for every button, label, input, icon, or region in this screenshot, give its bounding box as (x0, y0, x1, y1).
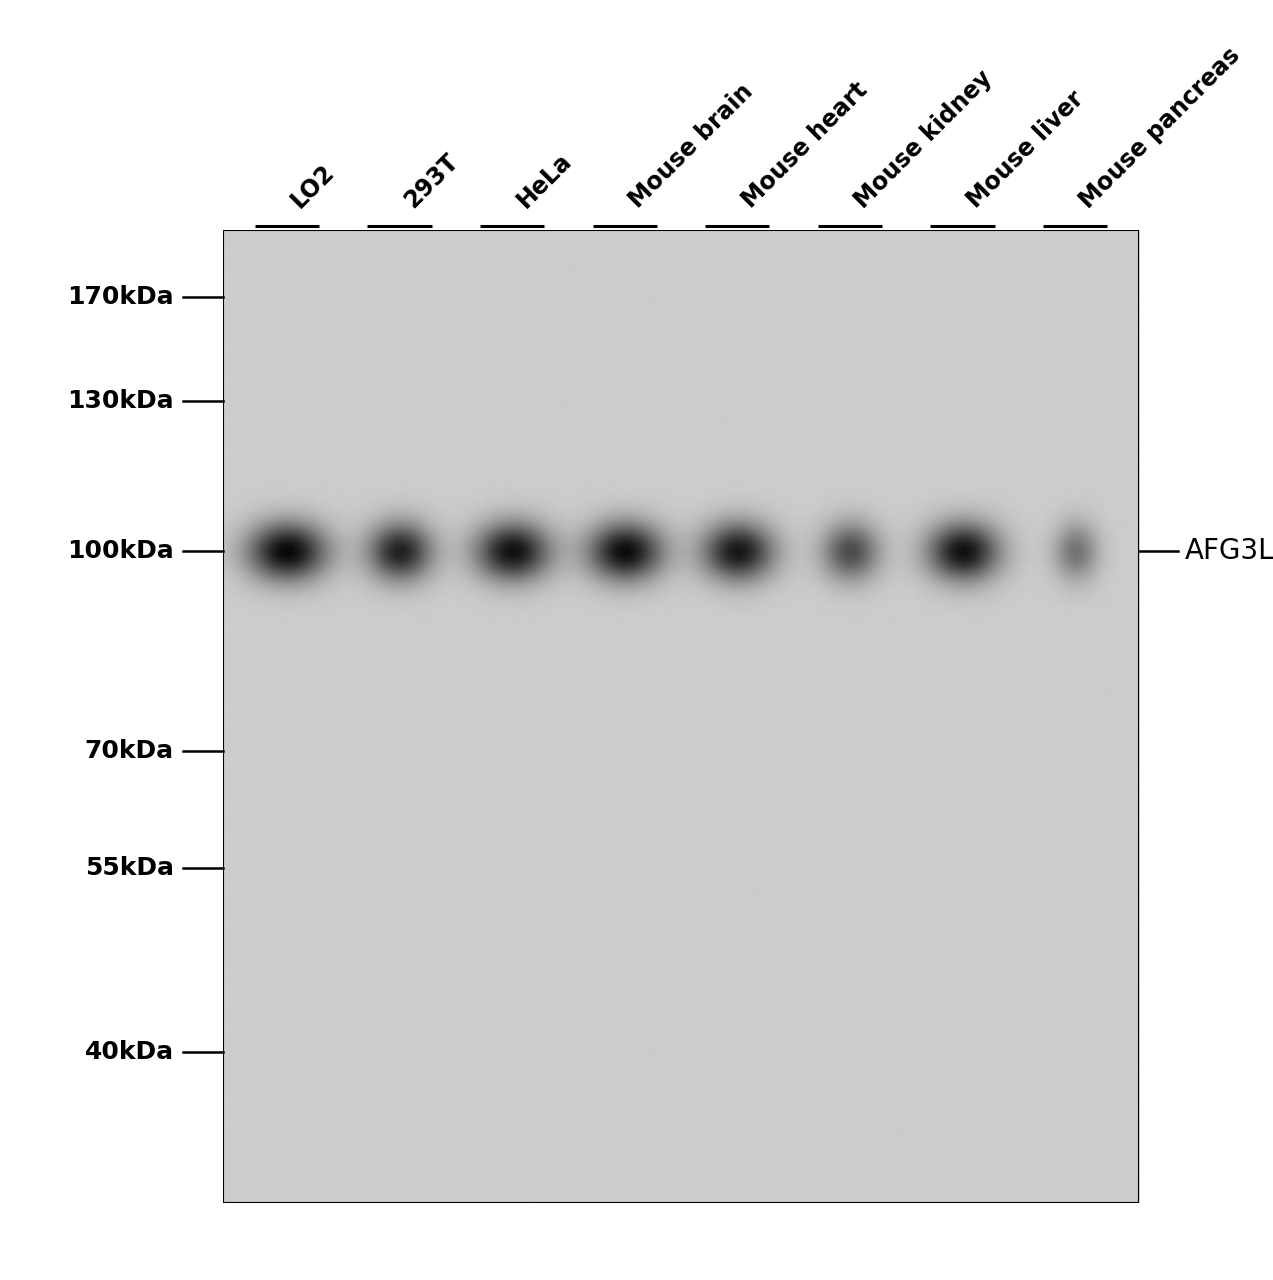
Text: HeLa: HeLa (512, 148, 577, 212)
Text: AFG3L2: AFG3L2 (1185, 538, 1273, 566)
Text: Mouse kidney: Mouse kidney (850, 67, 997, 212)
Text: 293T: 293T (400, 150, 463, 212)
Text: 40kDa: 40kDa (84, 1041, 173, 1065)
Text: LO2: LO2 (286, 160, 340, 212)
Text: Mouse brain: Mouse brain (625, 79, 757, 212)
Text: Mouse heart: Mouse heart (737, 78, 872, 212)
Text: Mouse pancreas: Mouse pancreas (1076, 44, 1245, 212)
Text: 130kDa: 130kDa (67, 389, 173, 412)
Text: 170kDa: 170kDa (67, 284, 173, 308)
Text: 100kDa: 100kDa (67, 539, 173, 563)
Text: 55kDa: 55kDa (85, 855, 173, 879)
Text: 70kDa: 70kDa (84, 739, 173, 763)
Text: Mouse liver: Mouse liver (962, 87, 1088, 212)
